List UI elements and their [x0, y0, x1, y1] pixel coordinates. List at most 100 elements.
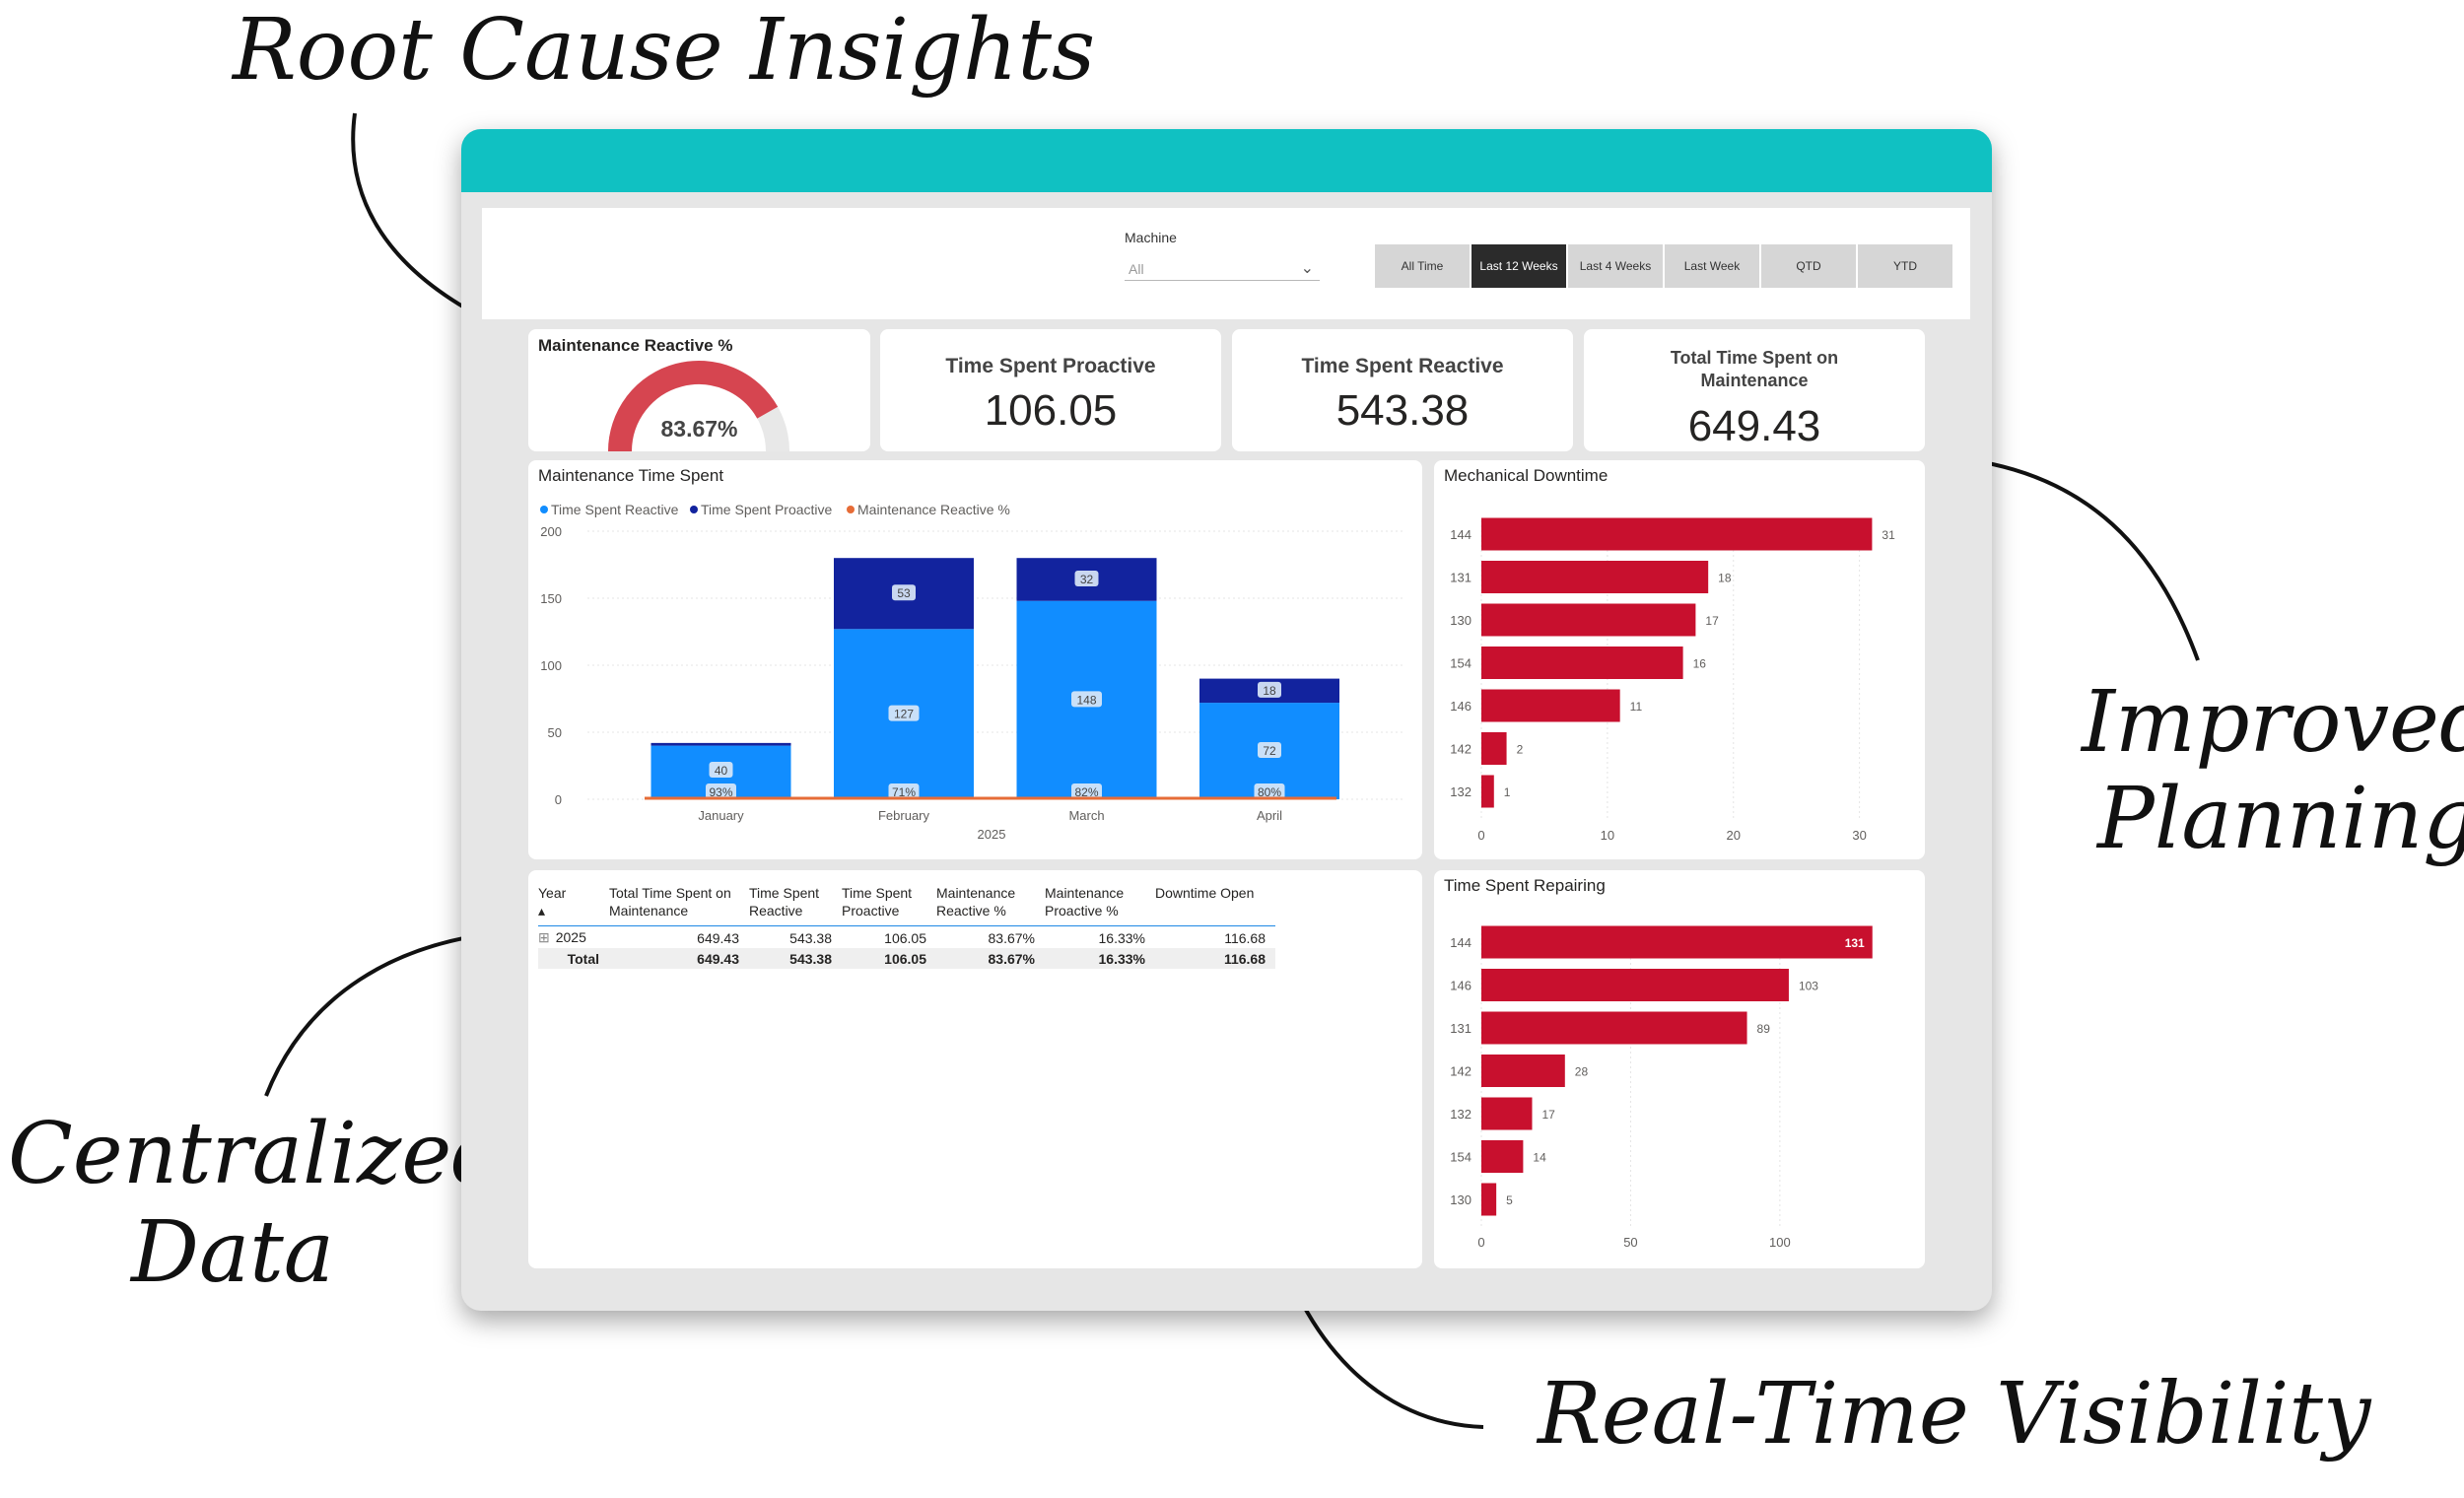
kpi-card-total-time: Total Time Spent on Maintenance 649.43: [1584, 329, 1925, 451]
data-label-proactive: 18: [1263, 684, 1276, 698]
range-button-ytd[interactable]: YTD: [1858, 244, 1952, 288]
data-label-reactive-pct-bg: [1254, 783, 1285, 799]
range-button-last-12-weeks[interactable]: Last 12 Weeks: [1472, 244, 1566, 288]
range-button-last-week[interactable]: Last Week: [1665, 244, 1759, 288]
y-tick-label: 131: [1450, 1021, 1472, 1036]
data-label-reactive-bg: [1071, 691, 1102, 708]
table-cell: 116.68: [1155, 925, 1275, 949]
data-label-reactive-bg: [1258, 742, 1281, 759]
data-label-reactive-pct: 93%: [709, 785, 732, 799]
legend-marker: [847, 506, 855, 513]
data-label-reactive: 148: [1076, 693, 1096, 707]
range-button-qtd[interactable]: QTD: [1761, 244, 1856, 288]
table-cell: 543.38: [749, 948, 842, 970]
kpi-value: 649.43: [1687, 402, 1821, 450]
time-spent-repairing-bar-chart: 0 50 100 144 131 146 103 131 89 142 28 132 17 154 14 13…: [1450, 925, 1873, 1250]
machine-slicer-label: Machine: [1125, 230, 1177, 245]
x-tick-label: 20: [1727, 828, 1741, 843]
y-tick-label: 130: [1450, 613, 1472, 628]
x-tick-label: 30: [1852, 828, 1866, 843]
gauge-card-reactive-percent: Maintenance Reactive % 83.67%: [528, 329, 870, 451]
table-cell: 83.67%: [936, 948, 1045, 970]
table-cell: 106.05: [842, 925, 936, 949]
data-label: 2: [1517, 743, 1524, 757]
data-label-reactive-pct: 82%: [1074, 785, 1098, 799]
data-label-reactive: 40: [715, 764, 728, 778]
chart-title: Time Spent Repairing: [1444, 876, 1606, 895]
gauge-value: 83.67%: [660, 416, 738, 442]
y-tick-label: 144: [1450, 527, 1472, 542]
table-cell: 649.43: [609, 925, 749, 949]
x-tick-label: 100: [1769, 1235, 1791, 1250]
table-cell: 2025: [555, 929, 586, 946]
machine-dropdown[interactable]: All ⌄: [1125, 253, 1320, 281]
column-header-proactive[interactable]: Time Spent Proactive: [842, 885, 913, 919]
kpi-title: Total Time Spent on Maintenance: [1670, 348, 1839, 391]
data-label: 17: [1541, 1108, 1555, 1122]
bar: [1481, 969, 1789, 1001]
x-tick-label: April: [1257, 808, 1282, 823]
kpi-title: Time Spent Reactive: [1301, 355, 1504, 377]
data-label: 17: [1705, 614, 1719, 628]
x-tick-label: 50: [1623, 1235, 1637, 1250]
data-label-proactive-bg: [1258, 681, 1281, 698]
data-label: 131: [1845, 936, 1865, 950]
x-tick-label: 10: [1601, 828, 1614, 843]
mechanical-downtime-bar-chart: 0 10 20 30 144 31 131 18 130 17 154 16 146 11 142 2 132 1: [1450, 517, 1895, 843]
expand-icon[interactable]: ⊞: [538, 929, 550, 946]
y-tick-label: 132: [1450, 1107, 1472, 1122]
column-header-reactive-pct[interactable]: Maintenance Reactive %: [936, 885, 1016, 919]
data-label: 16: [1693, 657, 1707, 671]
kpi-value: 543.38: [1335, 386, 1470, 435]
gauge-chart: [608, 361, 789, 451]
data-label-reactive-pct-bg: [888, 783, 920, 799]
data-label: 89: [1757, 1022, 1771, 1036]
dashboard-window: Machine All ⌄ All Time Last 12 Weeks Las…: [461, 129, 1992, 1311]
range-button-all-time[interactable]: All Time: [1375, 244, 1470, 288]
stacked-bar-chart: Time Spent Reactive Time Spent Proactive M…: [540, 502, 1405, 842]
bar: [1481, 1055, 1565, 1087]
data-label: 14: [1533, 1151, 1546, 1165]
y-tick-label: 130: [1450, 1192, 1472, 1207]
bar: [1481, 1097, 1533, 1130]
legend-label: Maintenance Reactive %: [857, 502, 1010, 517]
x-tick-label: 0: [1477, 1235, 1484, 1250]
column-header-downtime-open[interactable]: Downtime Open: [1155, 885, 1255, 901]
data-label: 28: [1575, 1065, 1589, 1079]
table-cell: Total: [538, 948, 609, 970]
y-tick-label: 150: [540, 591, 562, 606]
bar: [1481, 925, 1873, 959]
data-label-reactive-pct-bg: [1071, 783, 1102, 799]
gauge-title: Maintenance Reactive %: [538, 336, 733, 355]
sort-ascending-icon: ▴: [538, 903, 546, 919]
column-header-year[interactable]: Year ▴: [538, 885, 567, 919]
column-header-proactive-pct[interactable]: Maintenance Proactive %: [1045, 885, 1125, 919]
x-axis-label: 2025: [978, 827, 1006, 842]
arrow-improved-planning: [1953, 453, 2200, 661]
x-tick-label: January: [698, 808, 744, 823]
column-header-reactive[interactable]: Time Spent Reactive: [749, 885, 820, 919]
bar: [1481, 775, 1494, 808]
legend-label: Time Spent Proactive: [701, 502, 833, 517]
y-tick-label: 142: [1450, 1064, 1472, 1079]
data-label: 5: [1506, 1193, 1513, 1207]
y-tick-label: 131: [1450, 571, 1472, 585]
data-label-proactive-bg: [1074, 570, 1099, 586]
annotation-centralized: Centralized: [8, 1105, 507, 1203]
column-header-total[interactable]: Total Time Spent on Maintenance: [609, 885, 731, 919]
kpi-card-time-spent-reactive: Time Spent Reactive 543.38: [1232, 329, 1573, 451]
annotation-root-cause-insights: Root Cause Insights: [233, 1, 1096, 100]
table-cell: 16.33%: [1045, 948, 1155, 970]
y-tick-label: 142: [1450, 742, 1472, 757]
range-button-last-4-weeks[interactable]: Last 4 Weeks: [1568, 244, 1663, 288]
legend-marker: [690, 506, 698, 513]
y-tick-label: 0: [555, 792, 562, 807]
bar: [1481, 561, 1709, 593]
machine-dropdown-value: All: [1129, 261, 1144, 277]
header-bar: [461, 129, 1992, 192]
table-cell: 543.38: [749, 925, 842, 949]
annotation-improved: Improved: [2082, 673, 2464, 772]
annotation-real-time-visibility: Real-Time Visibility: [1538, 1365, 2371, 1464]
bar: [1481, 689, 1620, 722]
bar-proactive: [650, 742, 791, 746]
